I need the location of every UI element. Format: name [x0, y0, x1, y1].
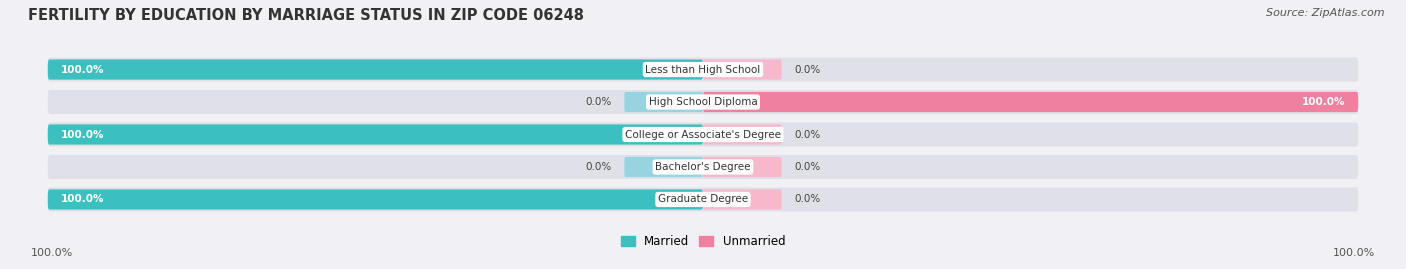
Text: Graduate Degree: Graduate Degree [658, 194, 748, 204]
Text: 100.0%: 100.0% [60, 194, 104, 204]
Text: 0.0%: 0.0% [794, 129, 821, 140]
Text: 0.0%: 0.0% [585, 97, 612, 107]
FancyBboxPatch shape [703, 125, 782, 144]
FancyBboxPatch shape [624, 92, 703, 112]
Text: 0.0%: 0.0% [794, 162, 821, 172]
FancyBboxPatch shape [48, 90, 1358, 114]
Text: 100.0%: 100.0% [60, 65, 104, 75]
Text: 100.0%: 100.0% [31, 248, 73, 258]
FancyBboxPatch shape [48, 155, 1358, 179]
FancyBboxPatch shape [48, 125, 703, 144]
FancyBboxPatch shape [48, 59, 703, 80]
FancyBboxPatch shape [48, 122, 1358, 147]
Text: 0.0%: 0.0% [585, 162, 612, 172]
Text: 0.0%: 0.0% [794, 194, 821, 204]
FancyBboxPatch shape [48, 189, 703, 210]
Text: 100.0%: 100.0% [1333, 248, 1375, 258]
FancyBboxPatch shape [703, 189, 782, 210]
Text: Bachelor's Degree: Bachelor's Degree [655, 162, 751, 172]
FancyBboxPatch shape [703, 157, 782, 177]
FancyBboxPatch shape [703, 59, 782, 80]
Text: College or Associate's Degree: College or Associate's Degree [626, 129, 780, 140]
Text: High School Diploma: High School Diploma [648, 97, 758, 107]
Text: Source: ZipAtlas.com: Source: ZipAtlas.com [1267, 8, 1385, 18]
FancyBboxPatch shape [624, 157, 703, 177]
FancyBboxPatch shape [48, 187, 1358, 211]
Text: 0.0%: 0.0% [794, 65, 821, 75]
Text: 100.0%: 100.0% [60, 129, 104, 140]
Text: Less than High School: Less than High School [645, 65, 761, 75]
Text: FERTILITY BY EDUCATION BY MARRIAGE STATUS IN ZIP CODE 06248: FERTILITY BY EDUCATION BY MARRIAGE STATU… [28, 8, 583, 23]
FancyBboxPatch shape [703, 92, 1358, 112]
FancyBboxPatch shape [48, 58, 1358, 82]
Legend: Married, Unmarried: Married, Unmarried [616, 230, 790, 253]
Text: 100.0%: 100.0% [1302, 97, 1346, 107]
